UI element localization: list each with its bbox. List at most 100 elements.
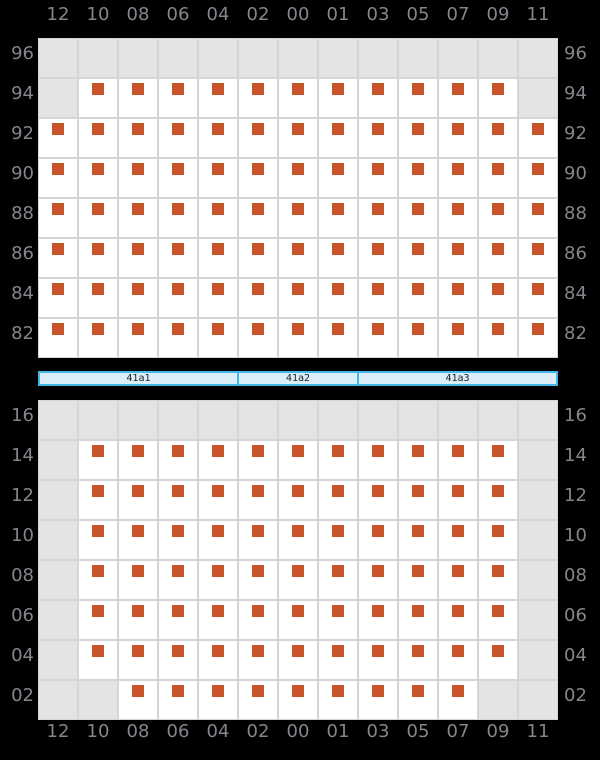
grid-cell-filled[interactable] xyxy=(278,560,318,600)
grid-cell-filled[interactable] xyxy=(118,680,158,720)
grid-cell-filled[interactable] xyxy=(278,198,318,238)
grid-cell-filled[interactable] xyxy=(238,78,278,118)
grid-cell-filled[interactable] xyxy=(358,198,398,238)
grid-cell-filled[interactable] xyxy=(318,118,358,158)
grid-cell-filled[interactable] xyxy=(198,520,238,560)
grid-cell-filled[interactable] xyxy=(478,600,518,640)
grid-cell-filled[interactable] xyxy=(478,238,518,278)
grid-cell-filled[interactable] xyxy=(318,600,358,640)
grid-cell-filled[interactable] xyxy=(238,600,278,640)
grid-cell-filled[interactable] xyxy=(118,600,158,640)
grid-cell-filled[interactable] xyxy=(78,78,118,118)
grid-cell-filled[interactable] xyxy=(198,318,238,358)
grid-cell-filled[interactable] xyxy=(278,318,318,358)
grid-cell-filled[interactable] xyxy=(358,78,398,118)
grid-cell-filled[interactable] xyxy=(478,480,518,520)
grid-cell-filled[interactable] xyxy=(118,640,158,680)
grid-cell-filled[interactable] xyxy=(358,680,398,720)
grid-cell-filled[interactable] xyxy=(78,640,118,680)
grid-cell-filled[interactable] xyxy=(318,440,358,480)
grid-cell-filled[interactable] xyxy=(238,158,278,198)
grid-cell-filled[interactable] xyxy=(398,198,438,238)
grid-cell-filled[interactable] xyxy=(518,238,558,278)
grid-cell-filled[interactable] xyxy=(158,480,198,520)
grid-cell-filled[interactable] xyxy=(118,278,158,318)
grid-cell-filled[interactable] xyxy=(438,640,478,680)
grid-cell-filled[interactable] xyxy=(198,680,238,720)
grid-cell-filled[interactable] xyxy=(38,238,78,278)
grid-cell-filled[interactable] xyxy=(38,278,78,318)
grid-cell-filled[interactable] xyxy=(438,198,478,238)
grid-cell-filled[interactable] xyxy=(438,440,478,480)
grid-cell-filled[interactable] xyxy=(278,520,318,560)
grid-cell-filled[interactable] xyxy=(318,158,358,198)
grid-cell-filled[interactable] xyxy=(78,118,118,158)
grid-cell-filled[interactable] xyxy=(238,238,278,278)
grid-cell-filled[interactable] xyxy=(318,238,358,278)
grid-cell-filled[interactable] xyxy=(158,238,198,278)
grid-cell-filled[interactable] xyxy=(78,600,118,640)
grid-cell-filled[interactable] xyxy=(238,480,278,520)
grid-cell-filled[interactable] xyxy=(438,158,478,198)
grid-cell-filled[interactable] xyxy=(78,318,118,358)
grid-cell-filled[interactable] xyxy=(478,440,518,480)
grid-cell-filled[interactable] xyxy=(198,560,238,600)
grid-cell-filled[interactable] xyxy=(158,318,198,358)
grid-cell-filled[interactable] xyxy=(158,278,198,318)
grid-cell-filled[interactable] xyxy=(198,118,238,158)
grid-cell-filled[interactable] xyxy=(198,198,238,238)
grid-cell-filled[interactable] xyxy=(398,238,438,278)
grid-cell-filled[interactable] xyxy=(158,158,198,198)
grid-cell-filled[interactable] xyxy=(198,440,238,480)
grid-cell-filled[interactable] xyxy=(478,318,518,358)
grid-cell-filled[interactable] xyxy=(278,600,318,640)
grid-cell-filled[interactable] xyxy=(358,118,398,158)
grid-cell-filled[interactable] xyxy=(78,440,118,480)
grid-cell-filled[interactable] xyxy=(358,278,398,318)
grid-cell-filled[interactable] xyxy=(158,198,198,238)
grid-cell-filled[interactable] xyxy=(518,278,558,318)
grid-cell-filled[interactable] xyxy=(518,158,558,198)
grid-cell-filled[interactable] xyxy=(398,680,438,720)
grid-cell-filled[interactable] xyxy=(358,520,398,560)
grid-cell-filled[interactable] xyxy=(278,78,318,118)
grid-cell-filled[interactable] xyxy=(278,480,318,520)
grid-cell-filled[interactable] xyxy=(238,440,278,480)
grid-cell-filled[interactable] xyxy=(238,520,278,560)
grid-cell-filled[interactable] xyxy=(438,560,478,600)
grid-cell-filled[interactable] xyxy=(358,158,398,198)
grid-cell-filled[interactable] xyxy=(158,600,198,640)
grid-cell-filled[interactable] xyxy=(398,480,438,520)
grid-cell-filled[interactable] xyxy=(238,560,278,600)
grid-cell-filled[interactable] xyxy=(38,318,78,358)
grid-cell-filled[interactable] xyxy=(238,318,278,358)
grid-cell-filled[interactable] xyxy=(78,238,118,278)
grid-cell-filled[interactable] xyxy=(318,680,358,720)
grid-cell-filled[interactable] xyxy=(278,680,318,720)
grid-cell-filled[interactable] xyxy=(278,158,318,198)
grid-cell-filled[interactable] xyxy=(518,118,558,158)
grid-cell-filled[interactable] xyxy=(318,278,358,318)
grid-cell-filled[interactable] xyxy=(198,238,238,278)
grid-cell-filled[interactable] xyxy=(478,560,518,600)
grid-cell-filled[interactable] xyxy=(238,640,278,680)
grid-cell-filled[interactable] xyxy=(438,318,478,358)
grid-cell-filled[interactable] xyxy=(198,640,238,680)
grid-cell-filled[interactable] xyxy=(198,158,238,198)
grid-cell-filled[interactable] xyxy=(198,480,238,520)
grid-cell-filled[interactable] xyxy=(438,118,478,158)
grid-cell-filled[interactable] xyxy=(318,560,358,600)
grid-cell-filled[interactable] xyxy=(398,118,438,158)
grid-cell-filled[interactable] xyxy=(118,78,158,118)
grid-cell-filled[interactable] xyxy=(478,78,518,118)
grid-cell-filled[interactable] xyxy=(398,78,438,118)
grid-cell-filled[interactable] xyxy=(278,118,318,158)
grid-cell-filled[interactable] xyxy=(358,440,398,480)
grid-cell-filled[interactable] xyxy=(518,318,558,358)
grid-cell-filled[interactable] xyxy=(278,440,318,480)
section-segment-41a1[interactable]: 41a1 xyxy=(40,373,239,384)
grid-cell-filled[interactable] xyxy=(318,520,358,560)
grid-cell-filled[interactable] xyxy=(158,440,198,480)
grid-cell-filled[interactable] xyxy=(78,560,118,600)
grid-cell-filled[interactable] xyxy=(78,520,118,560)
